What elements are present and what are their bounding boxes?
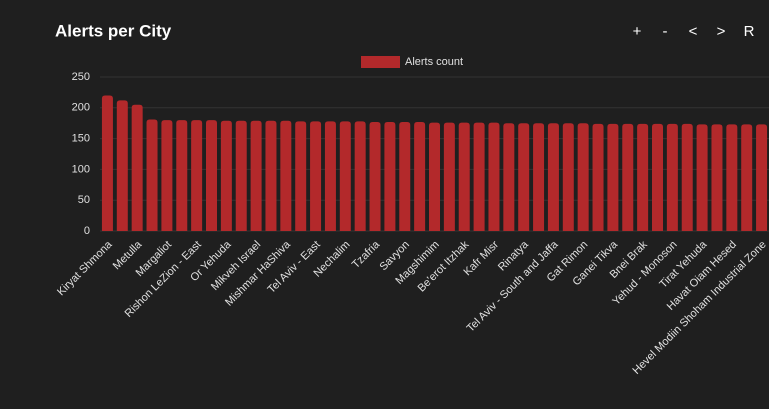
bar [280,120,292,231]
toolbar-button[interactable]: - [663,23,668,40]
bar [131,104,143,231]
bar [250,120,262,231]
bar [592,123,604,231]
bar [101,95,113,231]
y-tick-label: 100 [72,163,90,175]
bar [339,121,351,231]
bar [488,122,500,231]
bar [354,121,366,231]
y-tick-label: 200 [72,102,90,114]
y-tick-label: 150 [72,133,90,145]
bar [622,123,634,231]
bar [399,121,411,231]
y-tick-label: 50 [78,194,90,206]
bar [562,123,574,231]
bar [429,122,440,231]
bar [533,123,545,231]
bar [220,120,232,231]
bar [265,120,277,231]
toolbar-button[interactable]: < [689,23,698,40]
bar [518,123,530,231]
bar [547,123,559,231]
toolbar-button[interactable]: + [633,23,642,40]
bar [666,123,678,231]
legend-label: Alerts count [405,56,463,68]
bar [146,119,158,231]
bar [607,123,619,231]
chart-title: Alerts per City [55,21,172,40]
bar [161,120,173,231]
bar [741,124,753,231]
bar [235,120,247,231]
bar [503,123,515,231]
bar [369,121,381,231]
bar [295,121,307,231]
bar [577,123,589,231]
bar [414,121,426,231]
bar [458,122,470,231]
bar [310,121,322,231]
bar [176,120,188,231]
bar [652,123,663,231]
bar [473,122,485,231]
toolbar-button[interactable]: R [744,23,755,40]
bar [443,122,455,231]
bar [206,120,217,231]
bar [696,124,708,231]
bar [116,100,128,232]
y-tick-label: 0 [84,225,90,237]
legend-swatch [361,56,400,68]
y-tick-label: 250 [72,71,90,83]
toolbar-button[interactable]: > [717,23,726,40]
bar [756,124,768,231]
bar [191,120,203,231]
bar [726,124,738,231]
bar [324,121,336,231]
bar [384,121,396,231]
bar [637,123,649,231]
bar [681,123,693,231]
bar [711,124,723,231]
